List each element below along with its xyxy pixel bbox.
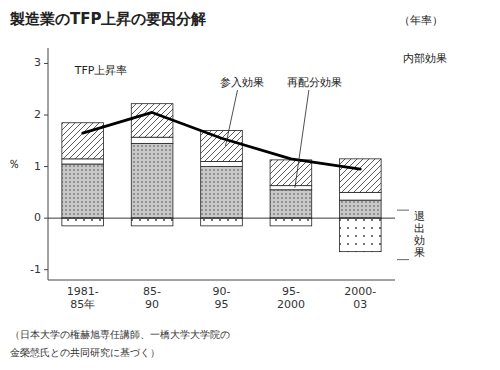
bar-segment <box>270 218 312 226</box>
y-tick <box>44 166 48 167</box>
x-tick-label-line: 90 <box>145 298 159 311</box>
series-labels: TFP上昇率参入効果 再配分効果 内部効果退出効果 <box>74 52 447 260</box>
bar-segment <box>339 218 381 252</box>
x-axis <box>48 280 395 281</box>
bar-segment <box>131 218 173 226</box>
x-tick-label-line: 2000 <box>277 298 305 311</box>
x-tick-label-line: 85- <box>143 285 161 298</box>
bar-segment <box>62 159 104 164</box>
plot-marks <box>62 104 381 252</box>
bar-segment <box>270 186 312 190</box>
y-tick <box>44 218 48 219</box>
bar-segment <box>201 161 243 166</box>
y-tick-label: 2 <box>34 108 41 121</box>
series-label: 参入効果 <box>220 76 264 89</box>
x-tick-label-line: 95 <box>215 298 229 311</box>
zero-line <box>48 218 395 219</box>
title: 製造業のTFP上昇の要因分解 <box>9 10 206 28</box>
caption: （日本大学の権赫旭専任講師、一橋大学大学院の <box>10 329 230 340</box>
x-tick-label-line: 2000- <box>344 285 376 298</box>
chart: 製造業のTFP上昇の要因分解（年率）％-101231981-85年85-9090… <box>0 0 500 370</box>
bar-segment <box>339 200 381 218</box>
bar-segment <box>131 143 173 218</box>
x-tick-label-line: 85年 <box>70 298 95 311</box>
x-tick-label-line: 03 <box>353 298 367 311</box>
bar-segment <box>131 104 173 138</box>
series-label: 退出効果 <box>414 210 425 259</box>
line <box>83 112 361 169</box>
bar-segment <box>270 190 312 218</box>
bar-segment <box>201 218 243 226</box>
x-tick-label: 85-90 <box>143 285 161 311</box>
y-tick-label: -1 <box>30 263 41 276</box>
bar-segment <box>201 167 243 219</box>
subtitle: （年率） <box>399 14 443 27</box>
bar-segment <box>339 192 381 200</box>
series-label-line: 果 <box>414 246 425 259</box>
x-tick-label: 1981-85年 <box>67 285 99 311</box>
x-tick-label-line: 1981- <box>67 285 99 298</box>
bar-segment <box>62 164 104 218</box>
y-tick <box>44 63 48 64</box>
y-tick-label: 1 <box>34 160 41 173</box>
series-label: 再配分効果 <box>287 76 342 89</box>
leader-line <box>226 90 238 146</box>
x-tick-label: 95-2000 <box>277 285 305 311</box>
x-tick-label-line: 95- <box>282 285 300 298</box>
bracket-line <box>397 259 409 260</box>
bar-segment <box>339 159 381 193</box>
y-tick <box>44 269 48 270</box>
y-tick <box>44 115 48 116</box>
series-label: TFP上昇率 <box>74 64 128 77</box>
x-tick-label: 90-95 <box>213 285 231 311</box>
y-tick-label: 3 <box>34 56 41 69</box>
bar-segment <box>131 137 173 143</box>
x-tick-label: 2000-03 <box>344 285 376 311</box>
bar-segment <box>201 130 243 161</box>
bar-segment <box>270 160 312 186</box>
leader-line <box>295 90 309 188</box>
x-tick-label-line: 90- <box>213 285 231 298</box>
caption: 金榮愨氏との共同研究に基づく） <box>10 347 160 358</box>
y-tick-label: 0 <box>34 211 41 224</box>
y-label: ％ <box>8 157 20 171</box>
series-label: 内部効果 <box>403 52 447 65</box>
bar-segment <box>62 218 104 226</box>
y-axis <box>48 48 49 280</box>
bracket-line <box>397 210 409 211</box>
